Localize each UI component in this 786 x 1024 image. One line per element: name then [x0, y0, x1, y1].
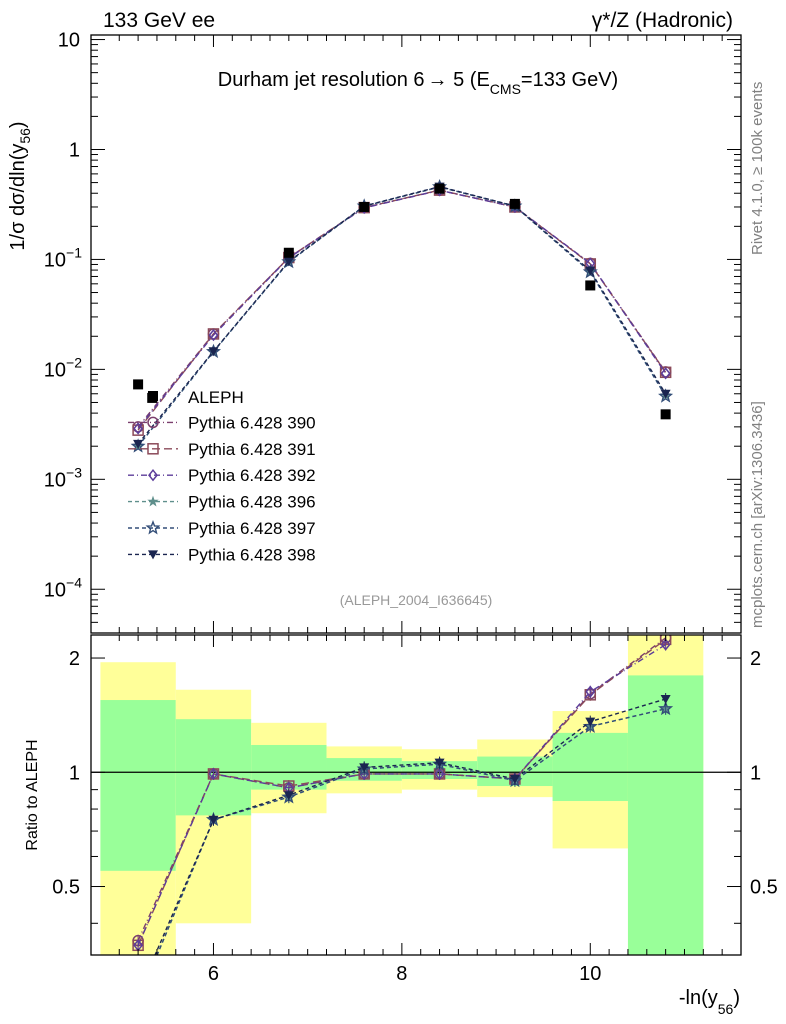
- ratio-tick-label-right-1: 1: [750, 762, 761, 784]
- x-tick-label-2: 10: [579, 963, 601, 985]
- main-line-5: [137, 185, 667, 445]
- ratio-tick-label-left-2: 2: [69, 648, 80, 670]
- legend-marker-5: [148, 550, 158, 560]
- ratio-marker-2-1: [208, 767, 219, 781]
- main-marker-2-7: [660, 367, 671, 380]
- aleph-point-2: [283, 247, 294, 258]
- ratio-line-4: [156, 708, 666, 955]
- main-marker-5-1: [208, 347, 219, 357]
- data-uncertainty-band: [91, 635, 741, 955]
- ratio-tick-label-right-0: 0.5: [750, 877, 778, 899]
- x-tick-label-1: 8: [396, 963, 407, 985]
- ratio-marker-4-7: [658, 700, 674, 716]
- ratio-marker-5-6: [585, 717, 596, 727]
- ratio-marker-2-4: [434, 767, 445, 781]
- legend-marker-2: [148, 468, 158, 482]
- legend-marker-1: [147, 443, 159, 455]
- ratio-line-5: [154, 698, 666, 955]
- aleph-point-4: [434, 183, 445, 194]
- y-tick-label-1: 1: [69, 139, 80, 161]
- main-line-4: [137, 186, 667, 447]
- main-marker-1-0: [132, 424, 144, 436]
- aleph-point-0: [133, 379, 144, 390]
- ratio-frame: [90, 634, 742, 956]
- legend-marker-0: [147, 416, 159, 429]
- axis-ticks: 6 8 10 10 1 10−1 10−2 10−3 10−4 0.5 0.5 1 1 2 2: [44, 30, 778, 985]
- rivet-label: Rivet 4.1.0, ≥ 100k events: [749, 82, 766, 255]
- main-marker-2-1: [208, 328, 219, 342]
- y-axis-label: 1/σ dσ/dln(y56): [7, 121, 33, 250]
- legend-marker-4: [145, 520, 161, 535]
- aleph-point-6: [585, 280, 596, 291]
- ratio-marker-5-1: [208, 815, 219, 825]
- legend-marker-aleph: [148, 391, 158, 401]
- legend-label-aleph: ALEPH: [188, 388, 244, 407]
- ratio-marker-5-7: [660, 694, 671, 704]
- aleph-point-5: [509, 198, 520, 209]
- main-marker-5-6: [585, 266, 596, 276]
- y-tick-label-5: 10−4: [44, 574, 82, 601]
- legend-label-3: Pythia 6.428 396: [188, 493, 316, 512]
- ratio-marker-5-3: [359, 763, 370, 773]
- band-green-7: [627, 675, 704, 955]
- analysis-id: (ALEPH_2004_I636645): [340, 592, 493, 608]
- ratio-tick-label-left-0: 0.5: [52, 877, 80, 899]
- axes-frames: [90, 34, 742, 956]
- header-left: 133 GeV ee: [103, 9, 215, 32]
- band-green-0: [100, 700, 176, 871]
- y-tick-label-0: 10: [58, 30, 80, 52]
- ratio-marker-4-0: [132, 995, 143, 1006]
- band-green-6: [552, 732, 628, 802]
- ratio-marker-5-4: [434, 758, 445, 768]
- x-tick-label-0: 6: [208, 963, 219, 985]
- header-right: γ*/Z (Hadronic): [592, 9, 733, 32]
- main-series: [130, 179, 674, 453]
- ratio-marker-2-6: [585, 685, 596, 698]
- ratio-line-2: [137, 644, 666, 946]
- main-marker-5-0: [133, 439, 144, 449]
- y-tick-label-3: 10−2: [44, 354, 82, 381]
- legend-label-0: Pythia 6.428 390: [188, 413, 316, 432]
- legend-marker-3: [147, 495, 159, 507]
- legend-label-5: Pythia 6.428 398: [188, 545, 316, 564]
- ratio-tick-label-right-2: 2: [750, 648, 761, 670]
- ratio-marker-2-7: [660, 638, 671, 651]
- ratio-tick-label-left-1: 1: [69, 762, 80, 784]
- main-line-3: [137, 186, 667, 447]
- band-green-1: [175, 719, 252, 816]
- legend: ALEPH Pythia 6.428 390 Pythia 6.428 391 Pyt…: [128, 388, 316, 564]
- main-marker-5-7: [660, 389, 671, 399]
- aleph-point-3: [359, 201, 370, 212]
- main-marker-5-2: [283, 257, 294, 267]
- main-marker-4-7: [658, 388, 674, 403]
- ratio-marker-3-0: [132, 995, 143, 1006]
- legend-label-1: Pythia 6.428 391: [188, 440, 316, 459]
- main-marker-2-0: [133, 422, 144, 435]
- aleph-point-7: [660, 409, 671, 420]
- legend-label-2: Pythia 6.428 392: [188, 466, 316, 485]
- y-tick-label-2: 10−1: [44, 244, 82, 271]
- ratio-marker-5-5: [509, 775, 520, 785]
- mcplots-label: mcplots.cern.ch [arXiv:1306.3436]: [749, 401, 766, 628]
- legend-label-4: Pythia 6.428 397: [188, 519, 316, 538]
- main-line-2: [137, 189, 667, 429]
- plot-title: Durham jet resolution 6 → 5 (ECMS=133 GeV…: [218, 69, 618, 97]
- ratio-series: [132, 635, 674, 1006]
- y-tick-label-4: 10−3: [44, 464, 82, 491]
- x-axis-label: -ln(y56): [679, 987, 740, 1017]
- ratio-marker-5-0: [133, 990, 143, 999]
- ratio-marker-5-2: [283, 791, 294, 801]
- main-frame: [90, 34, 742, 634]
- ratio-y-axis-label: Ratio to ALEPH: [24, 739, 41, 850]
